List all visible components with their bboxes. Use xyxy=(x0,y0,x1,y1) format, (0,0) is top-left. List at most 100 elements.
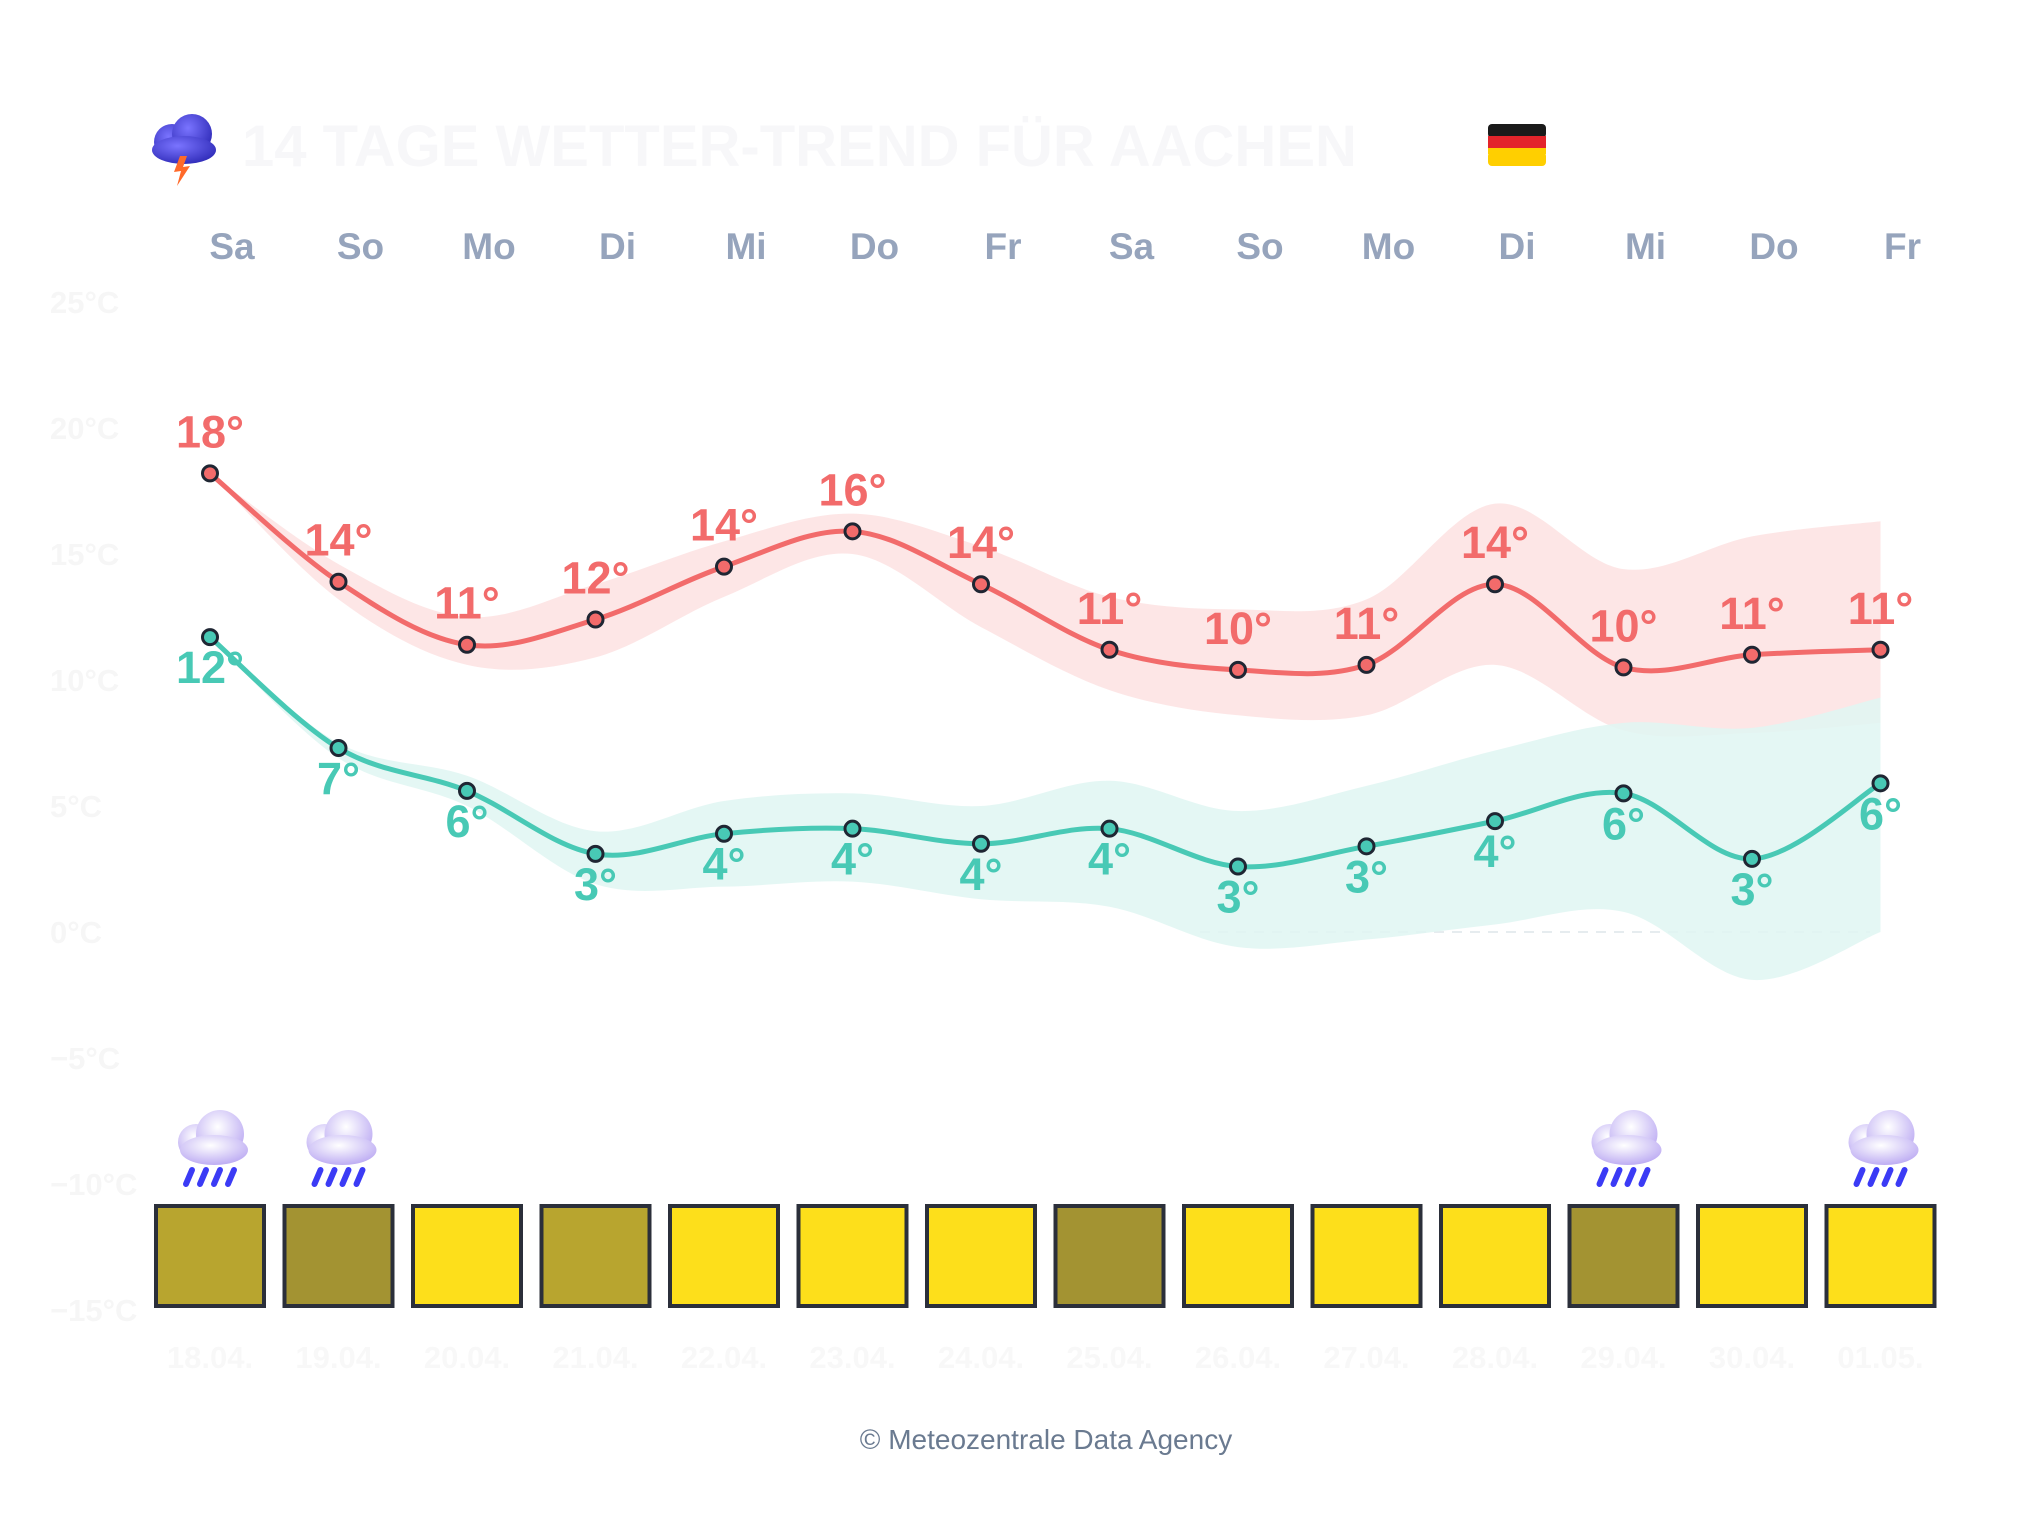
high-temp-label: 11° xyxy=(1848,583,1914,634)
low-temp-point xyxy=(458,781,476,800)
low-temp-point xyxy=(1100,819,1119,838)
low-temp-point xyxy=(329,739,348,758)
high-temp-label: 12° xyxy=(561,553,629,604)
date-label: 21.04. xyxy=(552,1340,638,1375)
high-temp-point xyxy=(458,635,476,654)
high-temp-label: 11° xyxy=(1719,588,1785,639)
y-tick-label: −10°C xyxy=(50,1167,137,1202)
germany-flag-icon xyxy=(1488,124,1546,166)
sunshine-box xyxy=(282,1204,395,1308)
sunshine-box xyxy=(1182,1204,1294,1308)
low-temp-label: 6° xyxy=(1602,798,1645,849)
date-label: 20.04. xyxy=(424,1340,510,1375)
date-label: 28.04. xyxy=(1452,1340,1538,1375)
title-icon xyxy=(152,114,216,186)
date-label: 22.04. xyxy=(681,1340,767,1375)
day-label: So xyxy=(1236,226,1283,267)
date-label: 23.04. xyxy=(809,1340,895,1375)
day-label: So xyxy=(337,226,384,267)
low-temp-point xyxy=(1229,857,1247,876)
low-temp-point xyxy=(201,628,219,647)
rain-cloud-icon xyxy=(1848,1110,1919,1187)
low-temp-label: 6° xyxy=(1859,788,1902,839)
date-label: 24.04. xyxy=(938,1340,1024,1375)
day-label: Mi xyxy=(1625,226,1666,267)
sunshine-box xyxy=(925,1204,1037,1308)
high-temp-point xyxy=(1614,658,1633,677)
low-temp-label: 7° xyxy=(317,753,360,804)
day-label: Mo xyxy=(462,226,515,267)
high-temp-point xyxy=(1100,640,1119,659)
credit-text: © Meteozentrale Data Agency xyxy=(860,1424,1232,1455)
low-temp-label: 3° xyxy=(574,859,617,910)
y-tick-label: 5°C xyxy=(50,789,102,824)
date-label: 01.05. xyxy=(1837,1340,1923,1375)
sunshine-box xyxy=(1824,1204,1937,1308)
sunshine-box xyxy=(668,1204,780,1308)
temperature-labels: 18° 14° 11° 12° 14° 16° 14° 11° 10° 11° 14° 10° 11° 1… xyxy=(176,406,1913,922)
low-temp-point xyxy=(1871,774,1890,793)
low-temp-label: 4° xyxy=(831,834,874,885)
high-temp-label: 11° xyxy=(1334,598,1400,649)
high-temp-point xyxy=(1871,640,1890,659)
low-temp-label: 12° xyxy=(176,642,244,693)
y-tick-label: −15°C xyxy=(50,1293,137,1328)
day-label: Di xyxy=(599,226,636,267)
day-label: Mo xyxy=(1362,226,1415,267)
low-temp-label: 4° xyxy=(959,849,1002,900)
low-temp-point xyxy=(586,844,605,863)
temperature-points xyxy=(201,464,1890,876)
date-labels: 18.04. 19.04. 20.04. 21.04. 22.04. 23.04. 24.0… xyxy=(167,1340,1924,1375)
day-label: Do xyxy=(1749,226,1798,267)
sunshine-box xyxy=(539,1204,652,1308)
rain-cloud-icon xyxy=(306,1110,377,1187)
low-temp-point xyxy=(1486,812,1504,831)
y-tick-label: −5°C xyxy=(50,1041,120,1076)
high-temp-label: 16° xyxy=(818,464,886,515)
day-label: Sa xyxy=(209,226,255,267)
sunshine-box xyxy=(1439,1204,1551,1308)
y-tick-label: 0°C xyxy=(50,915,102,950)
low-temp-point xyxy=(1357,837,1376,856)
day-label: Mi xyxy=(725,226,766,267)
rain-icons xyxy=(178,1110,1919,1187)
high-temp-label: 11° xyxy=(434,578,500,629)
high-temp-label: 10° xyxy=(1204,603,1272,654)
rain-cloud-icon xyxy=(1591,1110,1662,1187)
low-temp-label: 4° xyxy=(1473,826,1516,877)
thunder-cloud-icon xyxy=(152,114,216,186)
low-temp-label: 3° xyxy=(1345,851,1388,902)
y-tick-label: 20°C xyxy=(50,411,119,446)
date-label: 18.04. xyxy=(167,1340,253,1375)
y-axis: 25°C 20°C 15°C 10°C 5°C 0°C −5°C −10°C −15°C xyxy=(50,285,1870,1328)
low-temp-label: 4° xyxy=(702,839,745,890)
date-label: 19.04. xyxy=(295,1340,381,1375)
low-temp-band xyxy=(210,637,1881,981)
high-temp-label: 14° xyxy=(304,515,372,566)
date-label: 26.04. xyxy=(1195,1340,1281,1375)
low-temp-label: 3° xyxy=(1216,871,1259,922)
sunshine-box xyxy=(154,1204,266,1308)
high-temp-point xyxy=(1486,575,1504,594)
high-temp-point xyxy=(1743,645,1761,664)
sunshine-box xyxy=(1053,1204,1166,1308)
sunshine-box xyxy=(1696,1204,1808,1308)
y-tick-label: 25°C xyxy=(50,285,119,320)
high-temp-point xyxy=(1229,660,1247,679)
low-temp-label: 6° xyxy=(445,796,488,847)
sunshine-boxes xyxy=(154,1204,1937,1308)
low-temp-point xyxy=(1743,849,1761,868)
day-label: Sa xyxy=(1109,226,1155,267)
high-temp-label: 14° xyxy=(947,517,1015,568)
page-title: 14 TAGE WETTER-TREND FÜR AACHEN xyxy=(242,114,1357,179)
high-temp-label: 14° xyxy=(1461,517,1529,568)
sunshine-box xyxy=(1567,1204,1680,1308)
low-temp-point xyxy=(843,819,862,838)
high-temp-label: 11° xyxy=(1077,583,1143,634)
high-temp-point xyxy=(1357,655,1376,674)
high-temp-label: 14° xyxy=(690,500,758,551)
low-temp-point xyxy=(972,834,990,853)
high-temp-point xyxy=(329,572,348,591)
